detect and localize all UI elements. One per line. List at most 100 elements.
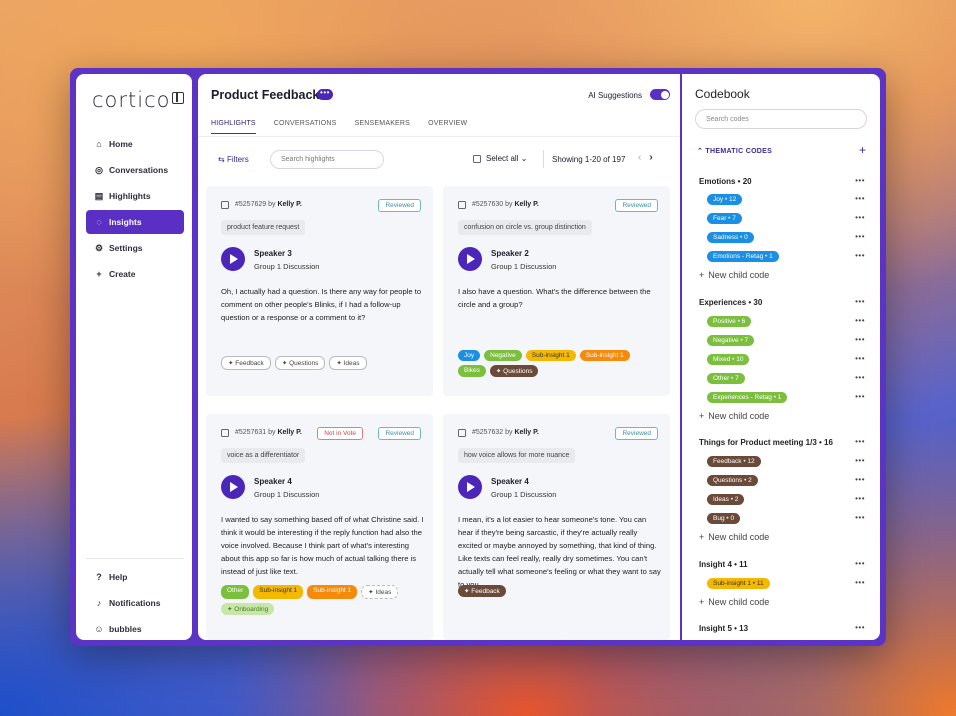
sidebar-item-conversations[interactable]: ◎ Conversations bbox=[86, 158, 184, 182]
code-chip[interactable]: Negative • 7 bbox=[707, 335, 755, 346]
card-id: #5257632 by Kelly P. bbox=[472, 429, 539, 436]
more-icon[interactable]: ••• bbox=[855, 578, 865, 587]
tag[interactable]: Sub-insight 1 bbox=[307, 585, 358, 599]
tag[interactable]: ✦ Questions bbox=[489, 365, 539, 377]
tag[interactable]: Sub-insight 1 bbox=[525, 350, 576, 361]
tab-sensemakers[interactable]: SENSEMAKERS bbox=[354, 120, 411, 127]
highlight-card[interactable]: #5257630 by Kelly P. Reviewed confusion … bbox=[443, 186, 670, 396]
tag[interactable]: Bikes bbox=[458, 365, 486, 377]
highlight-card[interactable]: #5257632 by Kelly P. Reviewed how voice … bbox=[443, 414, 670, 640]
code-chip[interactable]: Joy • 12 bbox=[707, 194, 743, 205]
ai-suggestions-toggle[interactable] bbox=[650, 89, 670, 100]
code-chip[interactable]: Positive • 6 bbox=[707, 316, 752, 327]
sidebar-item-help[interactable]: ? Help bbox=[86, 565, 184, 589]
play-button[interactable] bbox=[221, 247, 245, 271]
code-group-title[interactable]: Experiences • 30 bbox=[699, 298, 763, 307]
highlight-summary: how voice allows for more nuance bbox=[458, 448, 576, 463]
tag[interactable]: Other bbox=[221, 585, 250, 599]
code-group-title[interactable]: Insight 4 • 11 bbox=[699, 560, 748, 569]
new-child-code-button[interactable]: + New child code bbox=[699, 411, 770, 421]
more-options-icon[interactable]: ••• bbox=[317, 89, 333, 100]
add-code-button[interactable]: + bbox=[858, 143, 866, 157]
tag[interactable]: Negative bbox=[484, 350, 522, 361]
next-page-icon[interactable]: › bbox=[649, 152, 653, 163]
tab-conversations[interactable]: CONVERSATIONS bbox=[273, 120, 337, 127]
code-group-title[interactable]: Things for Product meeting 1/3 • 16 bbox=[699, 438, 833, 447]
more-icon[interactable]: ••• bbox=[855, 494, 865, 503]
code-chip[interactable]: Feedback • 12 bbox=[707, 456, 761, 467]
more-icon[interactable]: ••• bbox=[855, 354, 865, 363]
more-icon[interactable]: ••• bbox=[855, 316, 865, 325]
more-icon[interactable]: ••• bbox=[855, 194, 865, 203]
select-all-dropdown[interactable]: Select all ⌄ bbox=[473, 154, 527, 163]
sidebar-toggle-icon[interactable] bbox=[172, 92, 184, 104]
more-icon[interactable]: ••• bbox=[855, 373, 865, 382]
tab-overview[interactable]: OVERVIEW bbox=[428, 120, 468, 127]
more-icon[interactable]: ••• bbox=[855, 437, 865, 446]
sidebar-item-notifications[interactable]: ♪ Notifications bbox=[86, 591, 184, 615]
more-icon[interactable]: ••• bbox=[855, 213, 865, 222]
card-checkbox[interactable] bbox=[221, 201, 229, 209]
sidebar-item-settings[interactable]: ⚙ Settings bbox=[86, 236, 184, 260]
play-button[interactable] bbox=[458, 475, 482, 499]
tag[interactable]: ✦ Ideas bbox=[361, 585, 399, 599]
code-chip[interactable]: Ideas • 2 bbox=[707, 494, 745, 505]
play-button[interactable] bbox=[221, 475, 245, 499]
code-chip[interactable]: Sadness • 0 bbox=[707, 232, 754, 243]
code-chip[interactable]: Questions • 2 bbox=[707, 475, 758, 486]
sidebar-item-insights[interactable]: ◌ Insights bbox=[86, 210, 184, 234]
more-icon[interactable]: ••• bbox=[855, 335, 865, 344]
more-icon[interactable]: ••• bbox=[855, 392, 865, 401]
code-chip[interactable]: Experiences - Retag • 1 bbox=[707, 392, 788, 403]
prev-page-icon[interactable]: ‹ bbox=[638, 152, 642, 163]
more-icon[interactable]: ••• bbox=[855, 475, 865, 484]
page-title: Product Feedback bbox=[211, 88, 320, 102]
tag[interactable]: Joy bbox=[458, 350, 481, 361]
more-icon[interactable]: ••• bbox=[855, 513, 865, 522]
tag[interactable]: Sub-insight 1 bbox=[579, 350, 630, 361]
more-icon[interactable]: ••• bbox=[855, 251, 865, 260]
search-input[interactable]: Search highlights bbox=[270, 150, 384, 169]
code-chip[interactable]: Mixed • 10 bbox=[707, 354, 750, 365]
tag[interactable]: ✦ Feedback bbox=[221, 356, 271, 370]
tag[interactable]: ✦ Ideas bbox=[329, 356, 367, 370]
more-icon[interactable]: ••• bbox=[855, 176, 865, 185]
tab-highlights[interactable]: HIGHLIGHTS bbox=[211, 120, 256, 134]
select-all-checkbox[interactable] bbox=[473, 154, 481, 163]
tag[interactable]: ✦ Feedback bbox=[458, 585, 506, 597]
sidebar-nav: ⌂ Home ◎ Conversations ▤ Highlights ◌ Insigh… bbox=[86, 132, 184, 288]
new-child-code-button[interactable]: + New child code bbox=[699, 597, 770, 607]
tag[interactable]: ✦ Questions bbox=[274, 356, 326, 370]
code-chip[interactable]: Other • 7 bbox=[707, 373, 745, 384]
code-chip[interactable]: Bug • 0 bbox=[707, 513, 741, 524]
highlight-card[interactable]: #5257629 by Kelly P. Reviewed product fe… bbox=[206, 186, 433, 396]
sidebar-item-home[interactable]: ⌂ Home bbox=[86, 132, 184, 156]
thematic-codes-header[interactable]: ⌃ THEMATIC CODES bbox=[697, 148, 773, 155]
code-chip[interactable]: Emotions - Retag • 1 bbox=[707, 251, 779, 262]
filters-button[interactable]: ⇆ Filters bbox=[218, 155, 249, 164]
tag[interactable]: Sub-insight 1 bbox=[253, 585, 304, 599]
more-icon[interactable]: ••• bbox=[855, 232, 865, 241]
speaker-name: Speaker 4 bbox=[254, 477, 292, 486]
sidebar-item-highlights[interactable]: ▤ Highlights bbox=[86, 184, 184, 208]
code-group-title[interactable]: Insight 5 • 13 bbox=[699, 624, 749, 633]
code-chip[interactable]: Sub-insight 1 • 11 bbox=[707, 578, 770, 589]
new-child-code-button[interactable]: + New child code bbox=[699, 532, 770, 542]
code-chip[interactable]: Fear • 7 bbox=[707, 213, 742, 224]
play-button[interactable] bbox=[458, 247, 482, 271]
card-checkbox[interactable] bbox=[221, 429, 229, 437]
codes-search-input[interactable]: Search codes bbox=[695, 109, 867, 129]
card-checkbox[interactable] bbox=[458, 429, 466, 437]
more-icon[interactable]: ••• bbox=[855, 297, 865, 306]
new-child-code-button[interactable]: + New child code bbox=[699, 270, 770, 280]
code-group-title[interactable]: Emotions • 20 bbox=[699, 177, 752, 186]
card-checkbox[interactable] bbox=[458, 201, 466, 209]
more-icon[interactable]: ••• bbox=[855, 559, 865, 568]
more-icon[interactable]: ••• bbox=[855, 456, 865, 465]
highlight-card[interactable]: #5257631 by Kelly P. Not in Vote Reviewe… bbox=[206, 414, 433, 640]
tag[interactable]: ✦ Onboarding bbox=[221, 603, 275, 615]
sidebar-item-create[interactable]: + Create bbox=[86, 262, 184, 286]
sidebar-item-user[interactable]: ☺ bubbles bbox=[86, 617, 184, 641]
pagination: ‹ › bbox=[638, 152, 653, 163]
more-icon[interactable]: ••• bbox=[855, 623, 865, 632]
